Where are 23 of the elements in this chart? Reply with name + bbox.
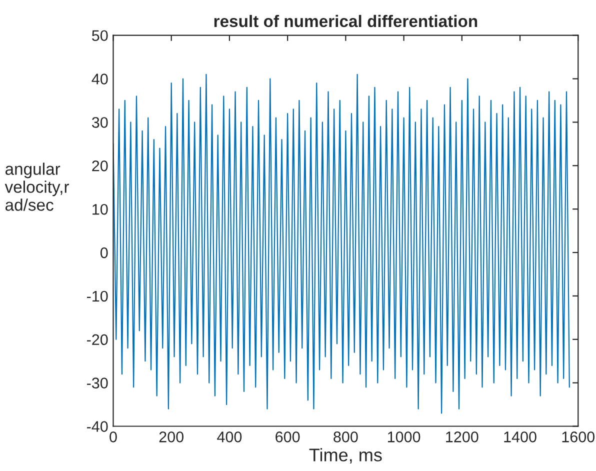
- x-tick-label: 0: [110, 432, 117, 442]
- y-tick-label: -20: [86, 334, 108, 346]
- x-axis-title: Time, ms: [309, 448, 382, 464]
- y-axis-title: angular velocity,r ad/sec: [4, 162, 70, 211]
- y-tick-label: 40: [92, 74, 108, 84]
- y-tick-label: -10: [86, 290, 108, 302]
- x-tick-label: 600: [276, 432, 300, 442]
- x-tick-label: 200: [159, 432, 184, 442]
- chart-title: result of numerical differentiation: [214, 14, 478, 28]
- y-tick-label: 50: [92, 30, 108, 42]
- x-tick-label: 800: [334, 432, 358, 442]
- y-tick-label: 20: [92, 160, 108, 172]
- y-tick-label: -30: [86, 378, 108, 389]
- x-tick-label: 1000: [388, 432, 420, 442]
- y-tick-label: 30: [92, 117, 108, 128]
- y-tick-label: 10: [92, 204, 108, 215]
- line-series: [113, 74, 570, 414]
- x-tick-label: 1600: [562, 432, 595, 442]
- y-tick-label: -40: [86, 421, 108, 432]
- x-tick-label: 1400: [504, 432, 536, 442]
- x-tick-label: 400: [217, 432, 242, 442]
- y-tick-label: 0: [100, 247, 108, 258]
- x-tick-label: 1200: [446, 432, 478, 442]
